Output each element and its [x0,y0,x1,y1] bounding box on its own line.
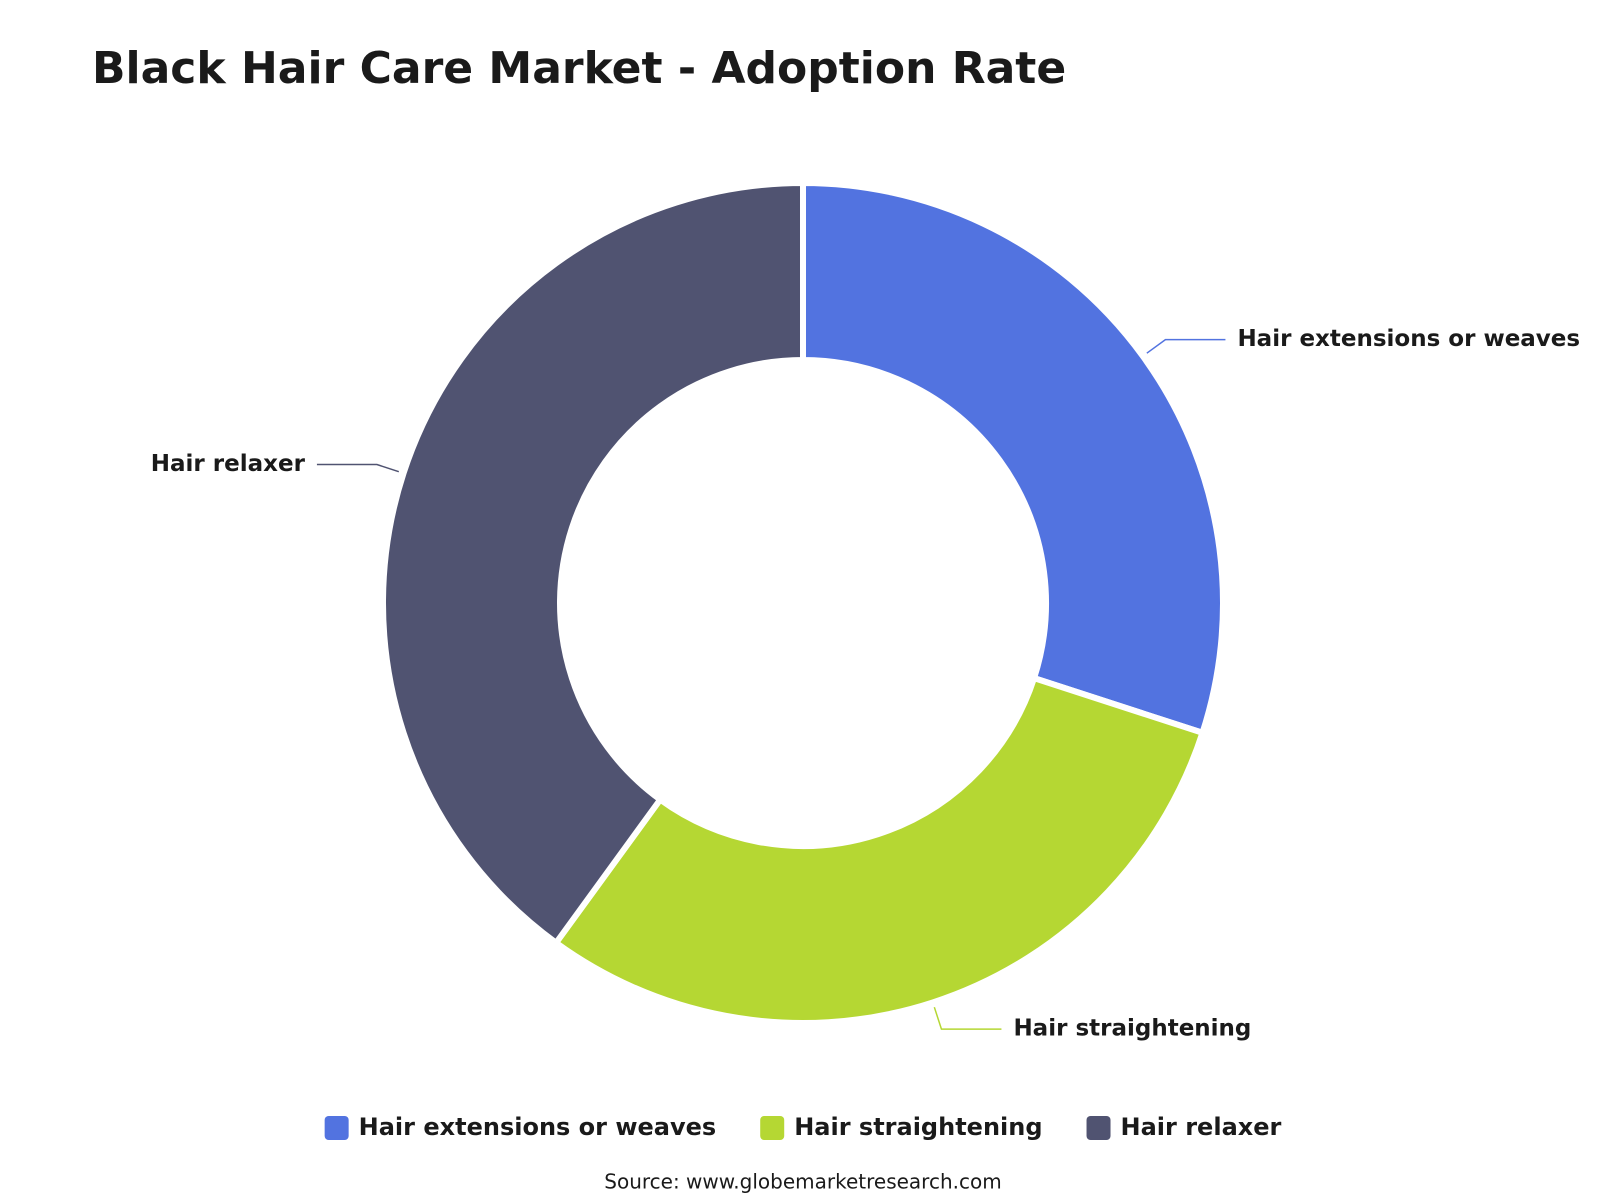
slice [800,180,1226,736]
slice [380,180,806,946]
legend-item: Hair extensions or weaves [324,1113,717,1141]
leader-line [316,463,400,473]
chart-title: Black Hair Care Market - Adoption Rate [92,43,1066,94]
legend-swatch [760,1116,785,1140]
slice-label: Hair straightening [1013,1016,1251,1042]
slice-label: Hair relaxer [151,451,306,477]
legend-swatch [1086,1116,1111,1140]
legend-swatch [324,1116,349,1140]
source: Source: www.globemarketresearch.com [604,1170,1001,1194]
legend-item: Hair straightening [760,1113,1043,1141]
leader-line [933,1006,1002,1030]
slice-label: Hair extensions or weaves [1237,326,1580,352]
legend-item: Hair relaxer [1086,1113,1282,1141]
leader-line [1146,338,1226,354]
legend-label: Hair relaxer [1121,1113,1282,1141]
legend-label: Hair extensions or weaves [359,1113,717,1141]
slice [553,675,1206,1026]
legend-label: Hair straightening [794,1113,1042,1141]
